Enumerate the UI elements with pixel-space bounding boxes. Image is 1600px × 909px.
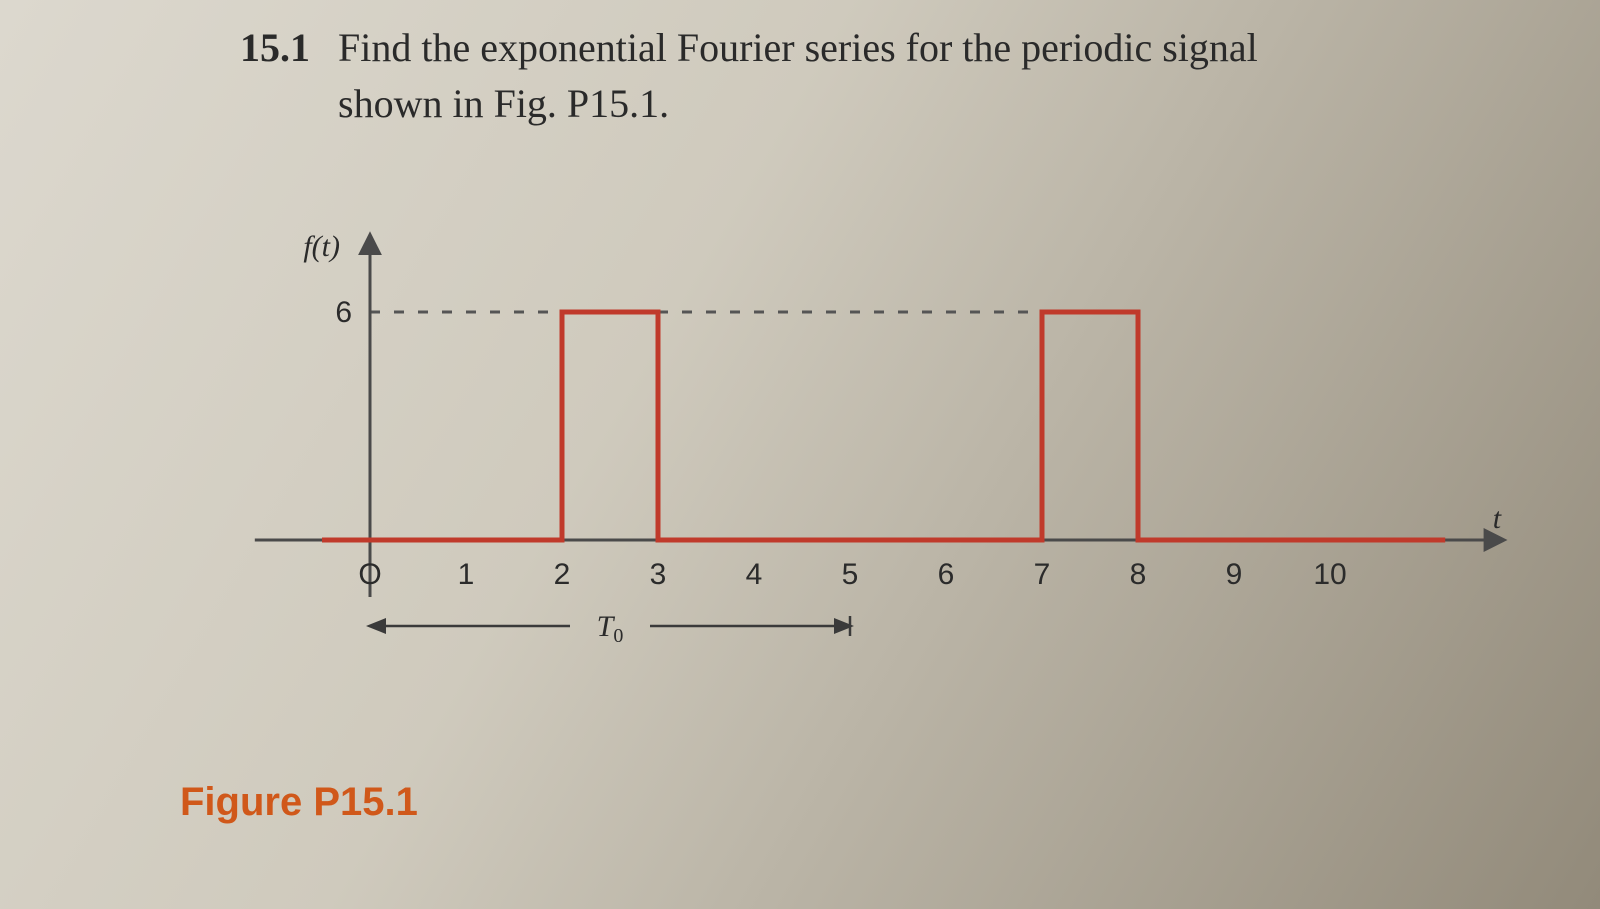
chart-svg: 6 O 1 2 3 4 5 6 7 8 9 10 f(t) t T0 [180,170,1500,730]
problem-statement: Find the exponential Fourier series for … [338,20,1440,132]
problem-line1: Find the exponential Fourier series for … [338,25,1258,70]
signal-waveform [322,312,1445,540]
x-tick-9: 9 [1226,558,1243,591]
problem-number: 15.1 [240,20,310,132]
x-tick-1: 1 [458,558,475,591]
x-tick-8: 8 [1130,558,1147,591]
x-tick-2: 2 [554,558,571,591]
y-axis-label: f(t) [303,230,340,263]
x-tick-0: O [358,558,381,591]
x-axis-label: t [1493,502,1502,535]
y-tick-6: 6 [335,296,352,329]
x-tick-10: 10 [1313,558,1346,591]
x-tick-7: 7 [1034,558,1051,591]
period-label: T0 [597,610,624,647]
figure-caption: Figure P15.1 [180,780,418,825]
problem-line2: shown in Fig. P15.1. [338,81,669,126]
figure-chart: 6 O 1 2 3 4 5 6 7 8 9 10 f(t) t T0 [180,170,1500,730]
x-tick-3: 3 [650,558,667,591]
page-root: 15.1 Find the exponential Fourier series… [0,0,1600,909]
x-tick-4: 4 [746,558,763,591]
x-tick-6: 6 [938,558,955,591]
problem-text: 15.1 Find the exponential Fourier series… [240,20,1440,132]
x-tick-5: 5 [842,558,859,591]
